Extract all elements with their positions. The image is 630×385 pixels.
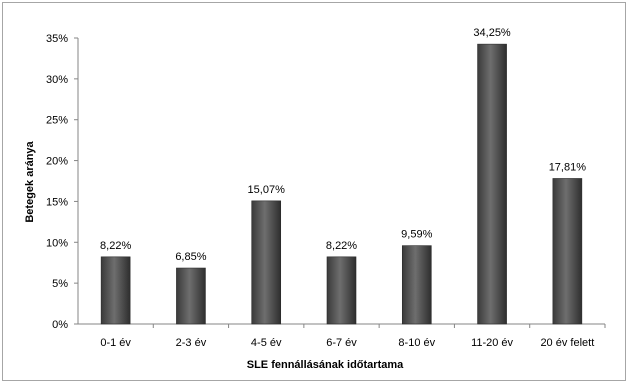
data-label: 15,07% <box>248 184 286 196</box>
bar <box>326 256 357 325</box>
y-tick-label: 10% <box>46 237 68 249</box>
y-tick-label: 35% <box>46 33 68 45</box>
bar <box>477 43 507 325</box>
y-tick-label: 30% <box>46 74 68 86</box>
y-axis-title: Betegek aránya <box>24 140 36 222</box>
y-tick-label: 20% <box>46 156 68 168</box>
bar <box>401 245 432 325</box>
data-label: 8,22% <box>100 240 131 252</box>
bar <box>100 256 131 325</box>
data-label: 17,81% <box>549 161 587 173</box>
x-tick-label: 2-3 év <box>176 337 207 349</box>
y-tick-label: 5% <box>52 278 68 290</box>
bar <box>251 200 282 325</box>
data-label: 9,59% <box>401 229 432 241</box>
y-tick-label: 15% <box>46 196 68 208</box>
x-axis-title: SLE fennállásának időtartama <box>247 359 404 371</box>
data-label: 8,22% <box>326 240 357 252</box>
x-tick-label: 6-7 év <box>326 337 357 349</box>
x-tick-label: 11-20 év <box>471 337 513 349</box>
y-tick-label: 25% <box>46 115 68 127</box>
x-tick-label: 20 év felett <box>540 337 594 349</box>
x-tick-label: 0-1 év <box>100 337 131 349</box>
bar <box>176 267 206 325</box>
x-tick-label: 4-5 év <box>251 337 282 349</box>
data-label: 34,25% <box>473 27 511 39</box>
data-label: 6,85% <box>175 251 206 263</box>
y-tick-label: 0% <box>52 319 68 331</box>
bar <box>552 178 583 325</box>
x-tick-label: 8-10 év <box>398 337 435 349</box>
